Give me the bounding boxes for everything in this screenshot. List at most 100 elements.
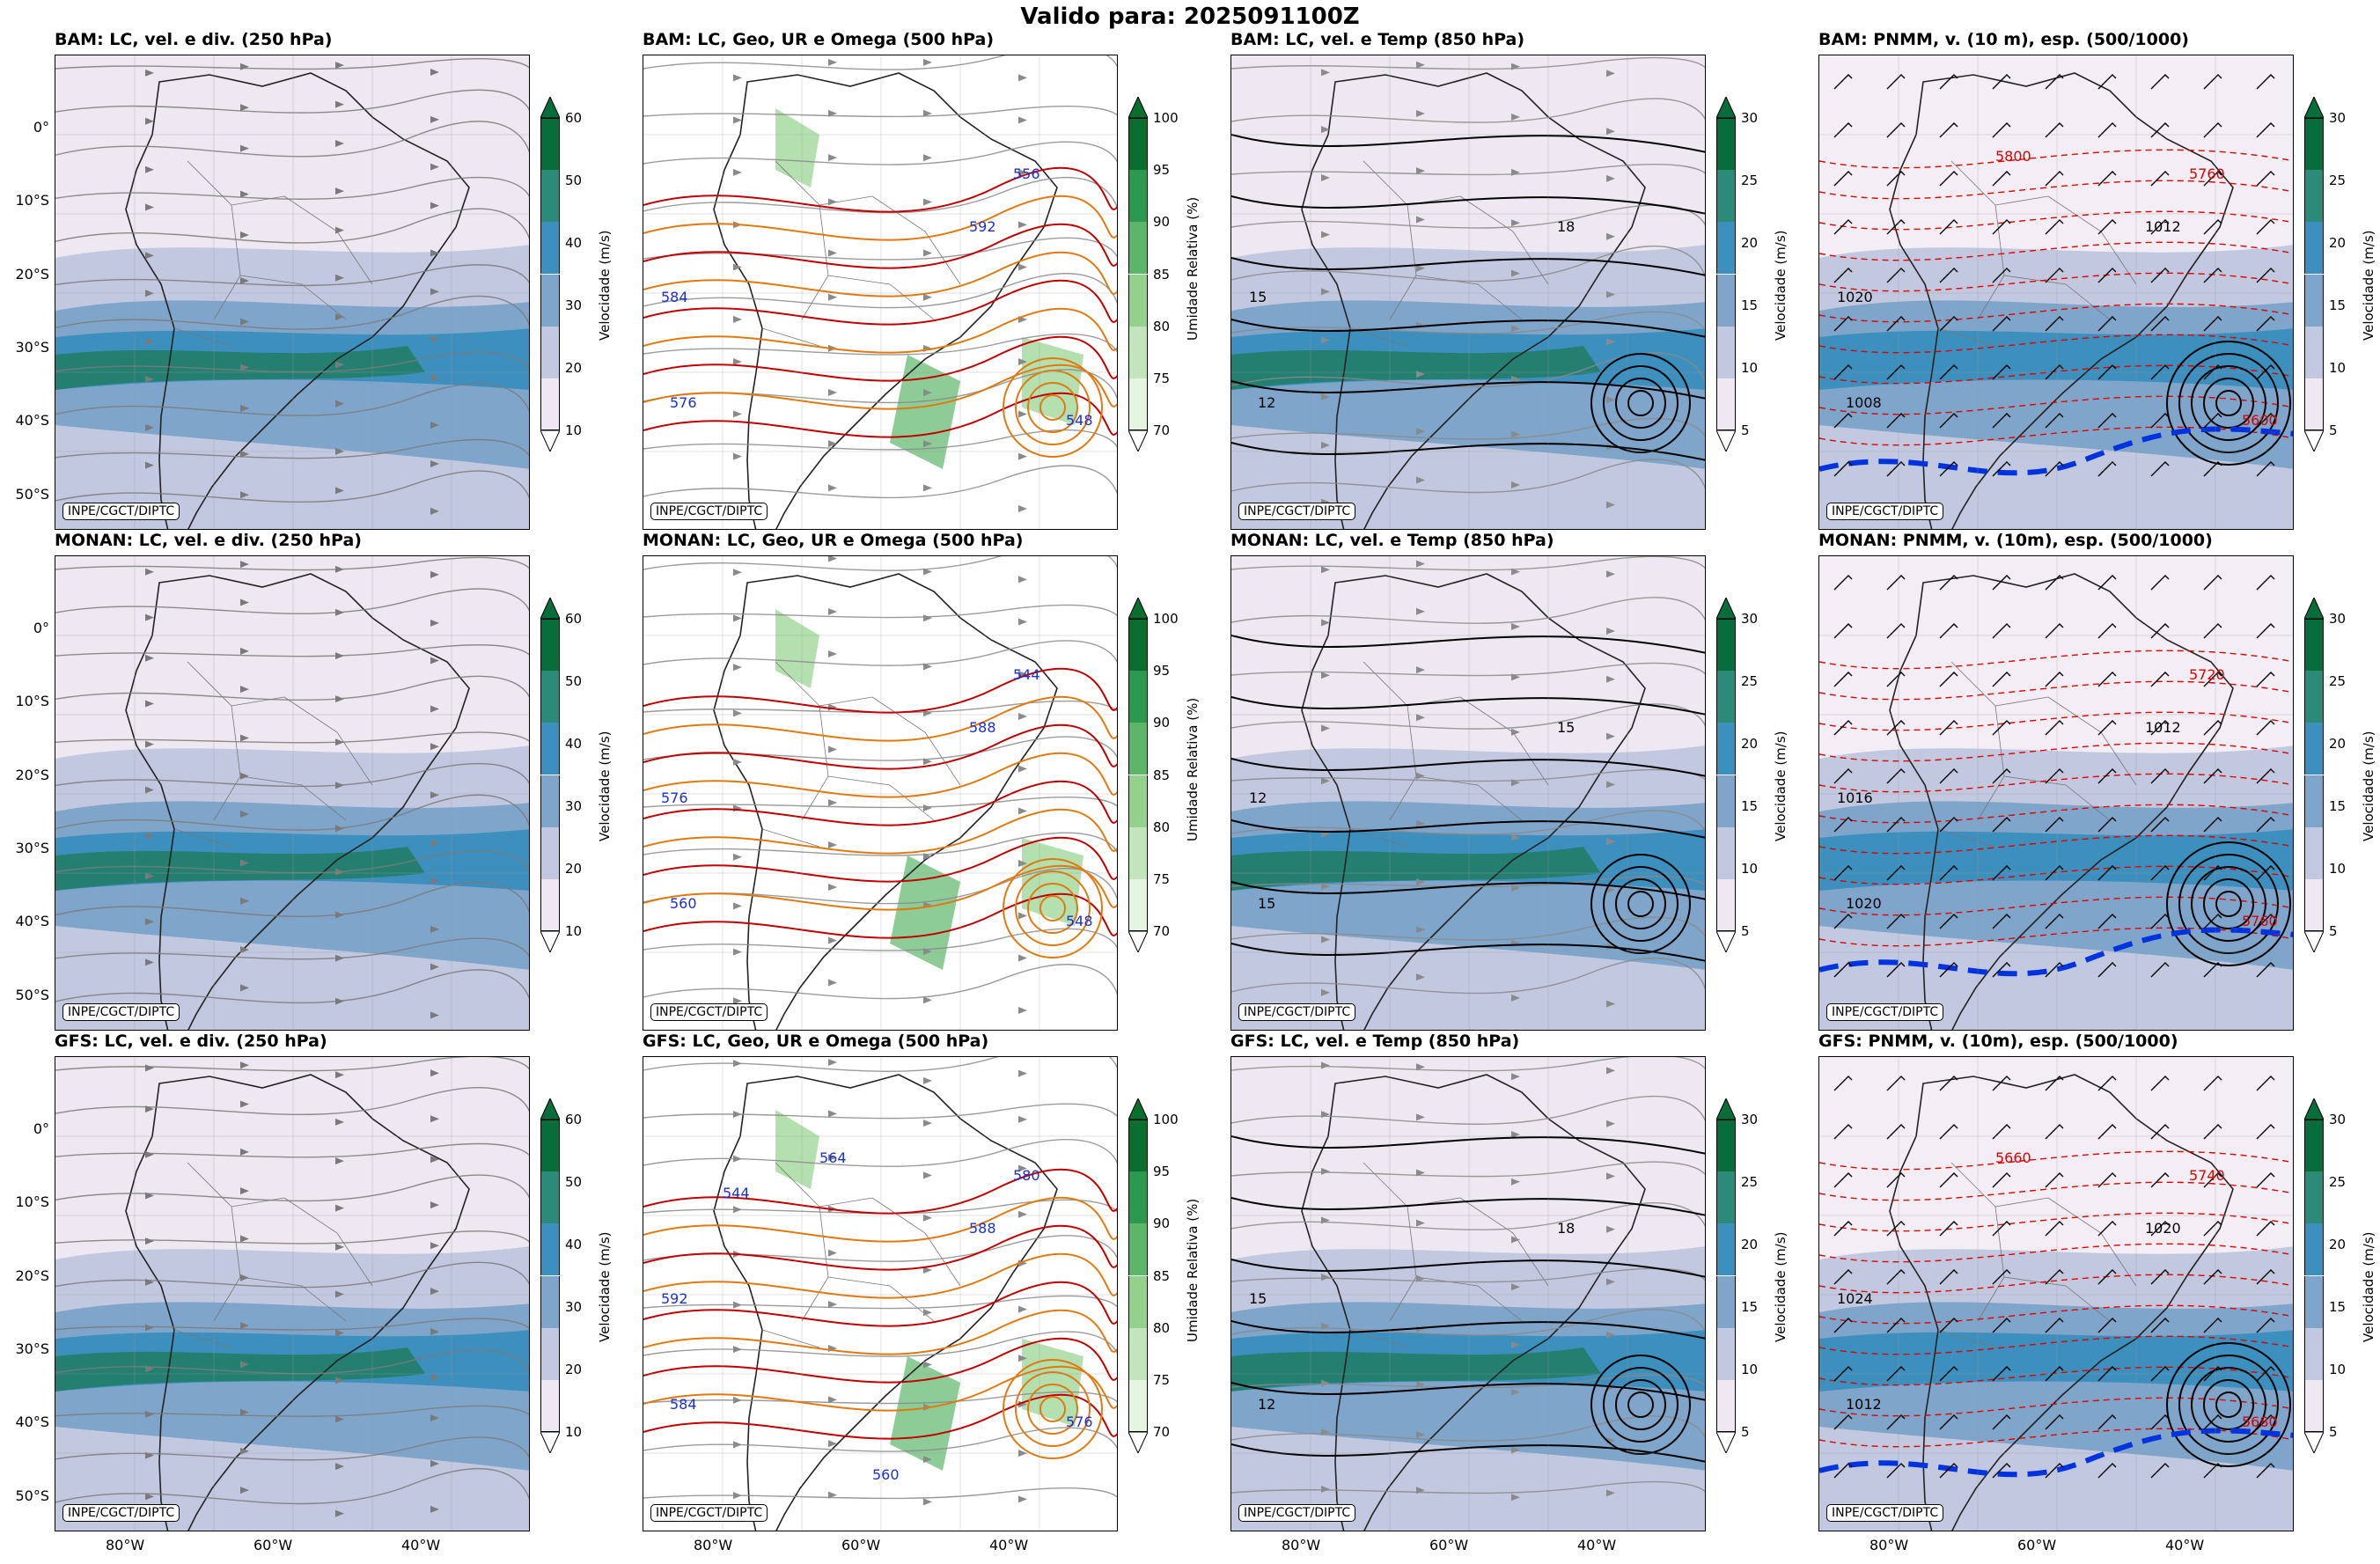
colorbar-tick: 15 bbox=[2329, 297, 2347, 313]
colorbar bbox=[2304, 97, 2324, 452]
colorbar-segment bbox=[540, 878, 560, 931]
contour-label: 548 bbox=[1066, 913, 1093, 929]
colorbar-tick: 100 bbox=[1153, 1112, 1179, 1127]
colorbar-tick: 20 bbox=[2329, 736, 2347, 752]
map-panel: 1020 1024 1012 5740 5680 5660 INPE/CGCT/DIPTC bbox=[1818, 1056, 2294, 1531]
colorbar-segment bbox=[540, 1171, 560, 1224]
map-panel: 18 15 12 INPE/CGCT/DIPTC bbox=[1230, 1056, 1706, 1531]
colorbar bbox=[540, 598, 560, 952]
colorbar-tick: 60 bbox=[565, 611, 583, 627]
colorbar bbox=[2304, 598, 2324, 952]
contour-label: 15 bbox=[1249, 289, 1267, 305]
colorbar-tick: 20 bbox=[2329, 235, 2347, 251]
colorbar-segment bbox=[1716, 619, 1736, 672]
latitude-tick: 0° bbox=[33, 1120, 49, 1137]
colorbar-tick: 15 bbox=[2329, 798, 2347, 814]
credit-badge: INPE/CGCT/DIPTC bbox=[650, 1003, 768, 1021]
latitude-tick: 50°S bbox=[15, 1487, 49, 1504]
colorbar-extend-max bbox=[540, 1098, 560, 1120]
latitude-tick: 40°S bbox=[15, 913, 49, 929]
latitude-tick: 20°S bbox=[15, 767, 49, 783]
colorbar-segment bbox=[1716, 118, 1736, 171]
colorbar-segment bbox=[540, 1379, 560, 1432]
colorbar-tick: 25 bbox=[1741, 1174, 1759, 1190]
colorbar-tick: 15 bbox=[2329, 1299, 2347, 1315]
contour-label: 15 bbox=[1557, 719, 1575, 736]
contour-label: 5740 bbox=[2189, 1167, 2225, 1184]
colorbar-segment bbox=[1128, 118, 1148, 171]
contour-label: 560 bbox=[872, 1466, 900, 1483]
colorbar-segment bbox=[540, 826, 560, 879]
longitude-tick: 60°W bbox=[2017, 1537, 2057, 1553]
longitude-tick: 40°W bbox=[2165, 1537, 2205, 1553]
latitude-tick: 30°S bbox=[15, 339, 49, 356]
colorbar-segment bbox=[2304, 775, 2324, 827]
contour-label: 588 bbox=[969, 1220, 996, 1237]
colorbar-segment bbox=[540, 671, 560, 723]
map-plot: 1012 1016 1020 5720 5760 bbox=[1819, 556, 2293, 1030]
credit-badge: INPE/CGCT/DIPTC bbox=[1826, 1003, 1944, 1021]
colorbar-segment bbox=[1716, 1275, 1736, 1328]
map-plot: 588 592 584 580 576 564 560 544 bbox=[643, 1057, 1117, 1531]
contour-label: 1020 bbox=[2145, 1220, 2181, 1237]
colorbar-segment bbox=[1716, 1223, 1736, 1276]
contour-label: 5720 bbox=[2189, 666, 2225, 683]
contour-label: 12 bbox=[1249, 789, 1267, 806]
colorbar-label: Velocidade (m/s) bbox=[597, 229, 613, 341]
colorbar-tick: 25 bbox=[1741, 173, 1759, 188]
colorbar-tick: 20 bbox=[1741, 1237, 1759, 1252]
colorbar-segment bbox=[1128, 1171, 1148, 1224]
colorbar-tick: 85 bbox=[1153, 266, 1171, 283]
colorbar-segment bbox=[540, 619, 560, 672]
colorbar-segment bbox=[540, 723, 560, 775]
colorbar-extend-min bbox=[1128, 931, 1148, 952]
credit-badge: INPE/CGCT/DIPTC bbox=[1238, 1504, 1356, 1522]
colorbar-tick: 85 bbox=[1153, 1267, 1171, 1284]
colorbar-tick: 85 bbox=[1153, 767, 1171, 783]
colorbar-segment bbox=[2304, 1327, 2324, 1380]
contour-label: 1012 bbox=[2145, 719, 2181, 736]
colorbar-extend-min bbox=[2304, 1432, 2324, 1453]
contour-label: 5660 bbox=[1995, 1149, 2031, 1166]
colorbar-extend-max bbox=[2304, 1098, 2324, 1120]
colorbar-tick: 10 bbox=[565, 422, 583, 438]
panel-title: BAM: PNMM, v. (10 m), esp. (500/1000) bbox=[1818, 30, 2189, 49]
colorbar-segment bbox=[540, 1120, 560, 1172]
contour-label: 592 bbox=[661, 1290, 688, 1307]
colorbar-tick: 20 bbox=[1741, 736, 1759, 752]
colorbar-tick: 30 bbox=[2329, 110, 2347, 126]
colorbar bbox=[1128, 1098, 1148, 1453]
contour-label: 584 bbox=[661, 289, 688, 305]
panel-title: MONAN: LC, Geo, UR e Omega (500 hPa) bbox=[643, 531, 1024, 550]
colorbar bbox=[1716, 598, 1736, 952]
colorbar-segment bbox=[2304, 378, 2324, 430]
colorbar-segment bbox=[1716, 671, 1736, 723]
colorbar-segment bbox=[2304, 326, 2324, 378]
map-panel: INPE/CGCT/DIPTC bbox=[55, 555, 530, 1031]
colorbar bbox=[1128, 598, 1148, 952]
contour-label: 1012 bbox=[1846, 1396, 1882, 1413]
contour-label: 1016 bbox=[1837, 789, 1873, 806]
latitude-tick: 10°S bbox=[15, 1193, 49, 1210]
latitude-tick: 20°S bbox=[15, 266, 49, 283]
contour-label: 12 bbox=[1258, 394, 1275, 411]
colorbar-segment bbox=[1716, 274, 1736, 327]
colorbar-label: Umidade Relativa (%) bbox=[1185, 697, 1201, 841]
colorbar-tick: 5 bbox=[2329, 923, 2338, 939]
colorbar-segment bbox=[2304, 118, 2324, 171]
colorbar-tick: 15 bbox=[1741, 1299, 1759, 1315]
colorbar-segment bbox=[1716, 1120, 1736, 1172]
colorbar-label: Velocidade (m/s) bbox=[2361, 1230, 2376, 1342]
colorbar-extend-min bbox=[2304, 931, 2324, 952]
colorbar-segment bbox=[540, 118, 560, 171]
panel-title: BAM: LC, vel. e Temp (850 hPa) bbox=[1230, 30, 1525, 49]
map-panel: 588 592 584 580 576 564 560 544 INPE/CGCT/DIPTC bbox=[643, 1056, 1118, 1531]
colorbar-tick: 95 bbox=[1153, 1164, 1171, 1180]
panel-title: BAM: LC, Geo, UR e Omega (500 hPa) bbox=[643, 30, 995, 49]
colorbar-label: Umidade Relativa (%) bbox=[1185, 1198, 1201, 1342]
latitude-tick: 40°S bbox=[15, 412, 49, 429]
map-plot bbox=[55, 55, 529, 529]
colorbar-segment bbox=[1128, 1275, 1148, 1328]
colorbar-segment bbox=[2304, 1171, 2324, 1224]
colorbar-tick: 20 bbox=[1741, 235, 1759, 251]
